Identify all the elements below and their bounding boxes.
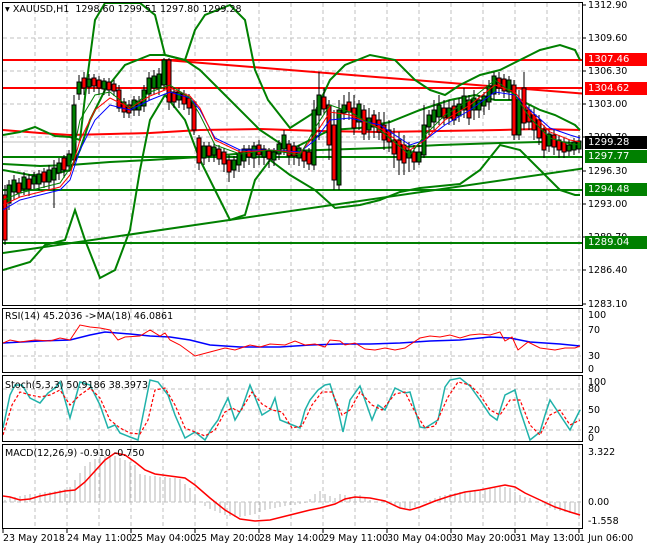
collapse-arrow-icon[interactable]: ▾ [5, 4, 10, 15]
time-tick: 24 May 11:00 [67, 533, 133, 544]
macd-tick: -1.558 [588, 516, 619, 527]
time-tick: 31 May 13:00 [515, 533, 581, 544]
price-tick: 1303.00 [588, 99, 628, 110]
price-tick: 1283.10 [588, 299, 628, 310]
chart-symbol-header[interactable]: ▾ XAUUSD,H1 1298.60 1299.51 1297.80 1299… [5, 4, 242, 15]
rsi-label: RSI(14) 45.2036 ->MA(18) 46.0861 [5, 311, 174, 322]
ohlc-values: 1298.60 1299.51 1297.80 1299.28 [75, 4, 242, 15]
resistance-level-tag: 1304.62 [585, 82, 647, 95]
macd-grid [3, 445, 582, 528]
rsi-tick: 70 [588, 325, 601, 336]
time-axis-ticks [2, 529, 580, 533]
price-tick: 1312.90 [588, 0, 628, 11]
price-tick: 1286.40 [588, 265, 628, 276]
time-tick: 29 May 11:00 [323, 533, 389, 544]
price-tick: 1309.60 [588, 33, 628, 44]
rsi-tick: 30 [588, 351, 601, 362]
stoch-tick: 80 [588, 384, 601, 395]
stoch-lines [3, 377, 581, 441]
support-level-tag: 1289.04 [585, 236, 647, 249]
stoch-tick: 0 [588, 433, 595, 444]
stoch-tick: 100 [588, 377, 607, 388]
macd-tick: 3.322 [588, 447, 616, 458]
stoch-tick: 50 [588, 405, 601, 416]
resistance-level-tag: 1307.46 [585, 53, 647, 66]
time-tick: 25 May 20:00 [195, 533, 261, 544]
macd-histogram [4, 455, 580, 517]
support-level-tag: 1297.77 [585, 150, 647, 163]
stoch-label: Stoch(5,3,3) 50.9186 38.3973 [5, 380, 149, 391]
rsi-lines [3, 324, 581, 357]
price-tick: 1293.00 [588, 199, 628, 210]
time-tick: 25 May 04:00 [131, 533, 197, 544]
time-tick: 30 May 04:00 [387, 533, 453, 544]
time-tick: 1 Jun 06:00 [579, 533, 634, 544]
price-tick: 1306.30 [588, 66, 628, 77]
symbol-label: XAUUSD,H1 [12, 4, 70, 15]
rsi-grid [3, 309, 582, 372]
price-axis-ticks [583, 4, 586, 305]
time-tick: 23 May 2018 [3, 533, 65, 544]
macd-tick: 0.00 [588, 497, 610, 508]
candlesticks [3, 58, 582, 245]
time-tick: 28 May 14:00 [259, 533, 325, 544]
support-level-tag: 1294.48 [585, 183, 647, 196]
price-tick: 1296.30 [588, 166, 628, 177]
macd-signal-line [3, 452, 581, 522]
stoch-tick: 20 [588, 425, 601, 436]
time-tick: 30 May 20:00 [451, 533, 517, 544]
rsi-tick: 100 [588, 310, 607, 321]
rsi-tick: 0 [588, 364, 595, 375]
current-price-tag: 1299.28 [585, 136, 647, 149]
macd-label: MACD(12,26,9) -0.910 -0.750 [5, 448, 145, 459]
